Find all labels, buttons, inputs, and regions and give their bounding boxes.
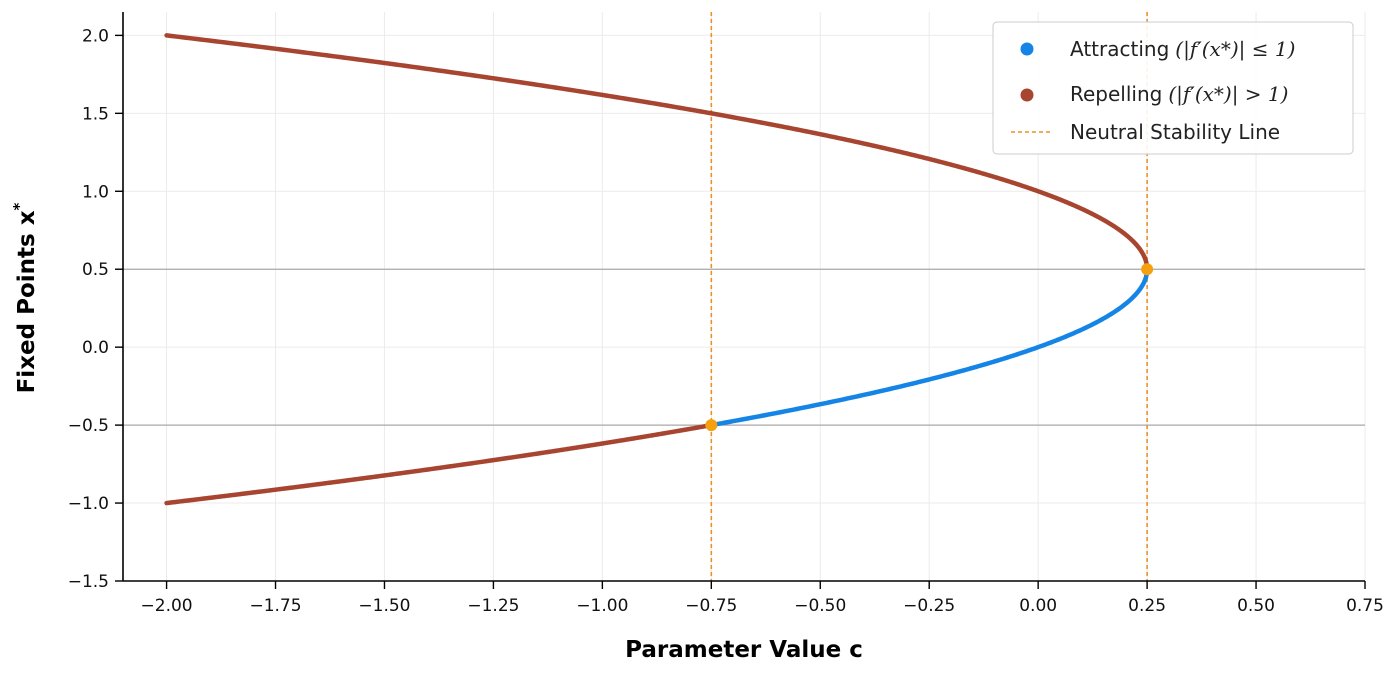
series-curve-0	[709, 266, 1150, 428]
x-tick-label-7: −0.25	[903, 596, 955, 616]
y-axis-title-main: Fixed Points x	[14, 210, 40, 393]
y-tick-label-0: −1.5	[68, 572, 109, 592]
y-tick-label-2: −0.5	[68, 416, 109, 436]
x-tick-label-3: −1.25	[467, 596, 519, 616]
x-tick-label-4: −1.00	[576, 596, 628, 616]
bifurcation-point-0	[1141, 263, 1154, 276]
legend: Attracting (|f′(x*)| ≤ 1) Repelling (|f′(x…	[992, 21, 1354, 155]
legend-frame	[992, 21, 1354, 155]
legend-label-repelling: Repelling (|f′(x*)| > 1)	[1070, 82, 1288, 107]
legend-marker-attracting	[1020, 42, 1034, 56]
fixed-point-curves	[164, 33, 1150, 506]
y-axis-title-superscript: *	[10, 202, 28, 210]
x-tick-label-11: 0.75	[1346, 596, 1384, 616]
x-tick-label-0: −2.00	[141, 596, 193, 616]
x-tick-label-8: 0.00	[1019, 596, 1057, 616]
bifurcation-points	[705, 263, 1154, 432]
bifurcation-point-1	[705, 419, 718, 432]
series-curve-2	[164, 422, 714, 506]
x-tick-label-9: 0.25	[1128, 596, 1166, 616]
legend-marker-repelling	[1020, 88, 1034, 102]
y-tick-label-5: 1.0	[82, 182, 109, 202]
legend-name-repelling: Repelling	[1070, 82, 1162, 106]
x-tick-label-6: −0.50	[794, 596, 846, 616]
y-tick-label-1: −1.0	[68, 494, 109, 514]
legend-condition-attracting: (|f′(x*)| ≤ 1)	[1175, 37, 1295, 62]
reference-lines	[123, 268, 1365, 426]
series-curve-1	[164, 33, 1150, 272]
legend-condition-repelling: (|f′(x*)| > 1)	[1168, 82, 1288, 107]
x-tick-label-10: 0.50	[1237, 596, 1275, 616]
y-axis-title: Fixed Points x*	[10, 202, 40, 393]
x-tick-label-2: −1.50	[358, 596, 410, 616]
legend-name-attracting: Attracting	[1070, 37, 1169, 61]
axes	[115, 12, 1366, 589]
x-tick-label-5: −0.75	[685, 596, 737, 616]
y-tick-label-4: 0.5	[82, 260, 109, 280]
x-tick-label-1: −1.75	[249, 596, 301, 616]
y-tick-label-7: 2.0	[82, 26, 109, 46]
y-tick-label-3: 0.0	[82, 338, 109, 358]
tick-labels: −2.00 −1.75 −1.50 −1.25 −1.00 −0.75 −0.50 −0.25…	[68, 26, 1384, 616]
x-axis-title: Parameter Value c	[625, 637, 863, 663]
legend-label-neutral: Neutral Stability Line	[1070, 120, 1280, 144]
legend-label-attracting: Attracting (|f′(x*)| ≤ 1)	[1070, 37, 1295, 62]
y-tick-label-6: 1.5	[82, 104, 109, 124]
